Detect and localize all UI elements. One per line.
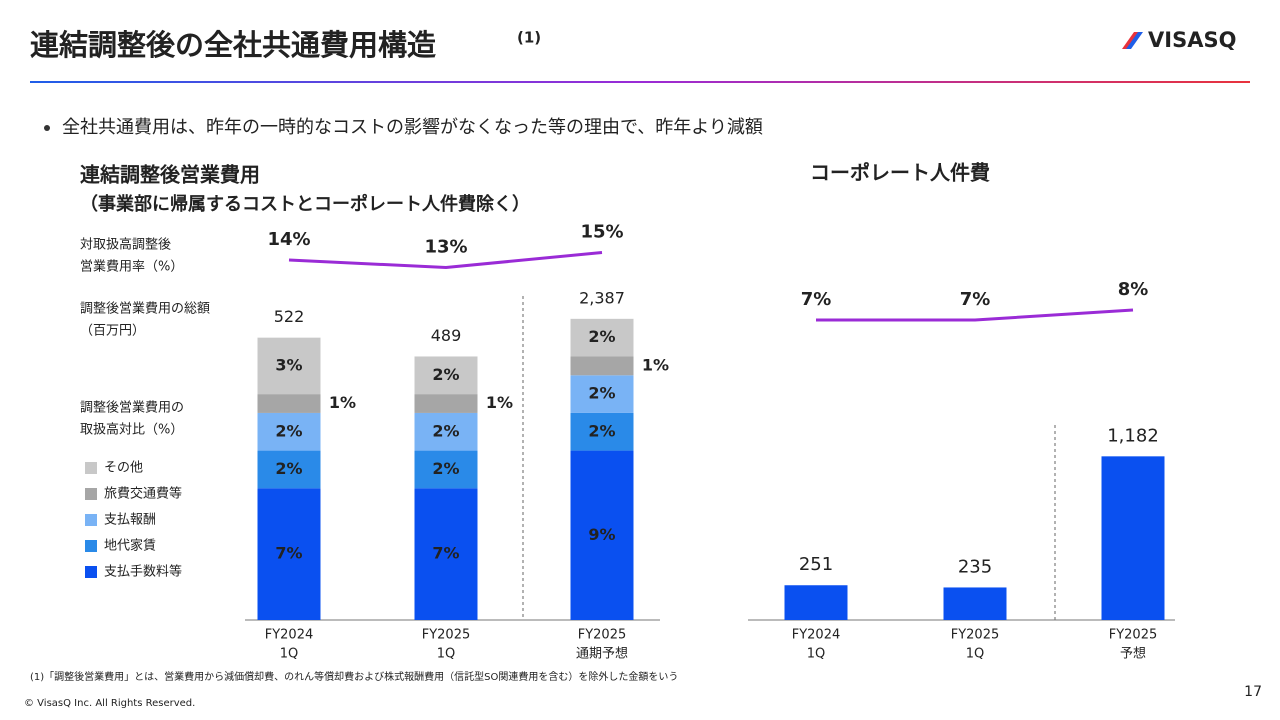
segment-label: 2% — [588, 384, 615, 403]
ratio-label: 14% — [267, 229, 310, 250]
bar-segment — [414, 412, 478, 451]
header-rule — [30, 81, 1250, 83]
chart-title: 連結調整後営業費用 — [80, 163, 260, 187]
legend-swatch — [85, 540, 97, 552]
segment-label: 9% — [588, 525, 615, 544]
bar-segment — [414, 488, 478, 620]
segment-label: 1% — [642, 355, 669, 374]
bar-segment — [570, 375, 634, 413]
total-label: 2,387 — [579, 288, 625, 307]
footnote: (1)「調整後営業費用」とは、営業費用から減価償却費、のれん等償却費および株式報… — [30, 670, 678, 683]
logo-mark — [1126, 32, 1143, 49]
x-tick-label: FY2025 — [1109, 628, 1158, 643]
legend-label: その他 — [104, 461, 143, 476]
legend-label: 支払報酬 — [104, 513, 156, 528]
legend-swatch — [85, 488, 97, 500]
legend-swatch — [85, 566, 97, 578]
slide-title: 連結調整後の全社共通費用構造 — [30, 28, 436, 62]
ratio-line — [288, 251, 603, 270]
bar-segment — [570, 356, 634, 376]
legend-label: 支払手数料等 — [104, 564, 182, 580]
x-tick-label: FY2025 — [578, 628, 627, 643]
side-label: 取扱高対比（%） — [80, 422, 183, 438]
bar — [784, 585, 848, 620]
bullet-dot — [44, 125, 50, 131]
x-tick-label: 1Q — [966, 647, 985, 662]
side-label: （百万円） — [80, 324, 145, 339]
value-label: 235 — [958, 556, 992, 577]
legend-label: 地代家賃 — [104, 539, 156, 554]
bar-segment — [570, 412, 634, 451]
ratio-line — [816, 308, 1134, 322]
x-tick-label: FY2024 — [792, 628, 841, 643]
bar-segment — [414, 356, 478, 395]
bar-segment — [257, 394, 321, 413]
side-label: 営業費用率（%） — [80, 259, 183, 275]
bar-segment — [414, 394, 478, 413]
ratio-label: 15% — [580, 222, 623, 243]
bar-segment — [257, 450, 321, 489]
logo: VISASQ — [1148, 28, 1236, 52]
bullet-text: 全社共通費用は、昨年の一時的なコストの影響がなくなった等の理由で、昨年より減額 — [62, 117, 763, 138]
x-tick-label: 1Q — [437, 647, 456, 662]
x-tick-label: 1Q — [807, 647, 826, 662]
segment-label: 3% — [275, 355, 302, 374]
ratio-label: 8% — [1118, 279, 1149, 300]
legend-swatch — [85, 462, 97, 474]
value-label: 251 — [799, 554, 833, 575]
side-label: 調整後営業費用の — [80, 400, 184, 416]
segment-label: 7% — [275, 544, 302, 563]
bar-segment — [570, 450, 634, 620]
x-tick-label: FY2024 — [265, 628, 314, 643]
segment-label: 2% — [275, 421, 302, 440]
legend-label: 旅費交通費等 — [104, 486, 182, 502]
bar — [1101, 456, 1165, 620]
page-number: 17 — [1244, 684, 1262, 700]
segment-label: 7% — [432, 544, 459, 563]
segment-label: 1% — [486, 393, 513, 412]
segment-label: 2% — [432, 459, 459, 478]
bar-segment — [414, 450, 478, 489]
total-label: 489 — [431, 326, 462, 345]
segment-label: 1% — [329, 393, 356, 412]
bar — [943, 587, 1007, 620]
x-tick-label: FY2025 — [951, 628, 1000, 643]
bar-segment — [570, 318, 634, 357]
side-label: 対取扱高調整後 — [80, 237, 171, 253]
bar-segment — [257, 412, 321, 451]
segment-label: 2% — [588, 421, 615, 440]
x-tick-label: FY2025 — [422, 628, 471, 643]
ratio-label: 13% — [424, 237, 467, 258]
segment-label: 2% — [432, 365, 459, 384]
ratio-label: 7% — [801, 289, 832, 310]
copyright: © VisasQ Inc. All Rights Reserved. — [24, 698, 195, 709]
bar-segment — [257, 337, 321, 395]
value-label: 1,182 — [1107, 425, 1159, 446]
x-tick-label: 1Q — [280, 647, 299, 662]
segment-label: 2% — [588, 327, 615, 346]
bar-segment — [257, 488, 321, 620]
total-label: 522 — [274, 307, 305, 326]
legend-swatch — [85, 514, 97, 526]
x-tick-label: 予想 — [1120, 646, 1146, 662]
side-label: 調整後営業費用の総額 — [80, 301, 210, 317]
segment-label: 2% — [275, 459, 302, 478]
x-tick-label: 通期予想 — [576, 646, 628, 662]
chart-title: コーポレート人件費 — [810, 161, 990, 185]
title-note: (1) — [517, 29, 541, 47]
segment-label: 2% — [432, 421, 459, 440]
chart-subtitle: （事業部に帰属するコストとコーポレート人件費除く） — [80, 193, 530, 215]
ratio-label: 7% — [960, 289, 991, 310]
